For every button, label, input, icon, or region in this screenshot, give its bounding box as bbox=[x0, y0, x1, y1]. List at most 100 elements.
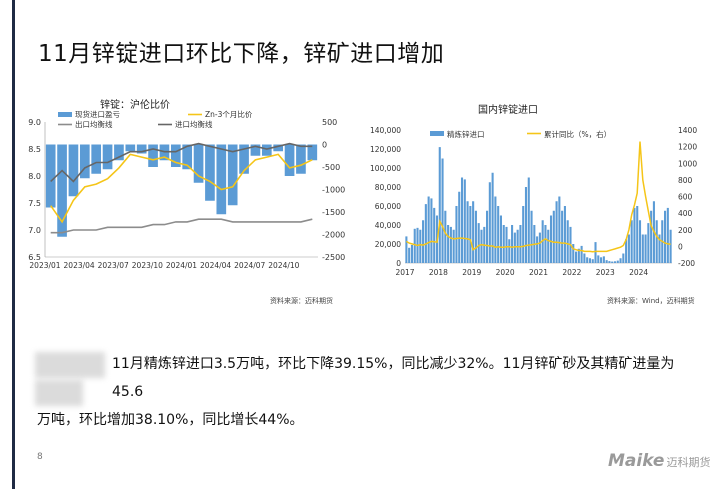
chart2-bar bbox=[455, 206, 458, 263]
chart1-bar bbox=[250, 144, 261, 156]
chart2-bar bbox=[497, 206, 500, 263]
chart1-bar bbox=[136, 144, 147, 154]
chart1-bar bbox=[284, 144, 295, 176]
chart2-bar bbox=[636, 206, 639, 263]
chart2-bar bbox=[460, 177, 464, 263]
chart2-bar bbox=[600, 257, 603, 263]
chart2-y-right-tick: 800 bbox=[678, 176, 693, 185]
blur-overlay bbox=[35, 380, 83, 406]
chart2-bar bbox=[594, 242, 597, 263]
chart2-bar bbox=[555, 201, 558, 263]
chart2-x-tick: 2017 bbox=[395, 268, 414, 277]
chart1-y-left-tick: 8.0 bbox=[28, 172, 41, 181]
chart2-bar bbox=[488, 182, 491, 263]
chart2-bar bbox=[499, 215, 502, 263]
chart2-bar bbox=[441, 158, 444, 263]
chart2-bar bbox=[438, 147, 441, 263]
chart1-x-tick: 2024/04 bbox=[200, 261, 231, 270]
chart2-bar bbox=[650, 210, 653, 263]
chart2-y-right-tick: 600 bbox=[678, 193, 693, 202]
chart2-bar bbox=[427, 196, 430, 263]
chart2-x-tick: 2021 bbox=[529, 268, 548, 277]
chart1-x-tick: 2024/07 bbox=[234, 261, 265, 270]
chart1-x-tick: 2023/10 bbox=[132, 261, 163, 270]
chart1-x-tick: 2023/04 bbox=[64, 261, 95, 270]
chart2-bar bbox=[547, 229, 550, 263]
chart2-bar bbox=[505, 226, 508, 263]
chart1-y-right-tick: 500 bbox=[322, 118, 337, 127]
chart2-bar bbox=[622, 253, 625, 263]
chart1-bar bbox=[68, 144, 79, 197]
chart2-bar bbox=[633, 207, 636, 263]
chart2-bar bbox=[486, 210, 489, 263]
chart2-bar bbox=[627, 234, 630, 263]
chart2-bar bbox=[405, 236, 408, 263]
chart1-bar bbox=[216, 144, 227, 215]
chart2-bar bbox=[613, 261, 617, 263]
chart2-bar bbox=[669, 229, 672, 263]
chart1-y-right-tick: -2000 bbox=[322, 231, 345, 240]
chart2-bar bbox=[410, 244, 413, 263]
chart2-bar bbox=[630, 220, 633, 263]
chart2-bar bbox=[566, 220, 569, 263]
chart2-bar bbox=[616, 260, 619, 263]
chart1-bar bbox=[125, 144, 136, 152]
chart2-bar bbox=[419, 229, 422, 263]
chart2-bar bbox=[538, 232, 541, 263]
chart2-y-right-tick: 1000 bbox=[678, 159, 697, 168]
chart2-bar bbox=[602, 256, 605, 263]
chart2-bar bbox=[608, 261, 611, 263]
chart1-bar bbox=[273, 144, 284, 152]
chart2-bar bbox=[577, 248, 580, 263]
chart1-bar bbox=[307, 144, 318, 161]
chart1-bar bbox=[148, 144, 158, 167]
chart2-y-left-tick: 60,000 bbox=[375, 202, 401, 211]
chart2-source: 资料来源：Wind，迈科期货 bbox=[607, 297, 695, 305]
chart1-x-tick: 2023/07 bbox=[98, 261, 129, 270]
chart2-title: 国内锌锭进口 bbox=[478, 105, 538, 116]
chart2-y-left-tick: 100,000 bbox=[370, 164, 401, 173]
chart1-title: 锌锭：沪伦比价 bbox=[100, 100, 170, 111]
chart2-bar bbox=[519, 225, 522, 263]
chart2-y-left-tick: 140,000 bbox=[370, 126, 401, 135]
chart2-bar bbox=[611, 261, 614, 263]
chart2-bar bbox=[433, 207, 436, 263]
chart1-bar bbox=[296, 144, 306, 174]
chart1-y-right-tick: -500 bbox=[322, 163, 340, 172]
chart2-bar bbox=[513, 232, 516, 263]
chart2-y-left-tick: 40,000 bbox=[375, 221, 401, 230]
chart2-bar bbox=[583, 253, 586, 263]
chart1-line-ratio bbox=[50, 153, 313, 224]
chart2-bar bbox=[472, 201, 475, 263]
chart2-bar bbox=[527, 177, 530, 263]
chart1-bar bbox=[182, 144, 193, 170]
chart2-bar bbox=[638, 220, 642, 263]
chart2-bar bbox=[449, 226, 452, 263]
chart2-bar bbox=[558, 196, 561, 263]
chart1-legend-swatch bbox=[58, 112, 72, 117]
chart2-bar bbox=[508, 239, 511, 263]
chart1-bar bbox=[91, 144, 102, 174]
chart2-bar bbox=[469, 206, 472, 263]
chart2-bar bbox=[494, 196, 497, 263]
chart2-bar bbox=[597, 255, 600, 263]
chart1-y-left-tick: 8.5 bbox=[28, 145, 41, 154]
chart2-bar bbox=[544, 225, 547, 263]
body-line-1: 11月精炼锌进口3.5万吨，环比下降39.15%，同比减少32%。11月锌矿砂及… bbox=[112, 356, 675, 400]
chart2-bar bbox=[572, 244, 575, 263]
chart2-y-left-tick: 120,000 bbox=[370, 145, 401, 154]
chart2-x-tick: 2018 bbox=[429, 268, 448, 277]
chart2-x-tick: 2022 bbox=[562, 268, 581, 277]
chart2-bar bbox=[647, 223, 650, 263]
chart1-bar bbox=[261, 144, 272, 156]
chart2-bar bbox=[466, 201, 469, 263]
chart2-x-tick: 2020 bbox=[496, 268, 515, 277]
chart1-legend-label: 现货进口盈亏 bbox=[75, 109, 120, 119]
chart2-bar bbox=[463, 179, 466, 263]
chart2-bar bbox=[502, 225, 505, 263]
chart2-bar bbox=[408, 247, 411, 263]
logo-wordmark: Maike bbox=[608, 451, 665, 471]
body-text: 11月精炼锌进口3.5万吨，环比下降39.15%，同比减少32%。11月锌矿砂及… bbox=[37, 350, 697, 434]
chart2-bar bbox=[444, 210, 447, 263]
